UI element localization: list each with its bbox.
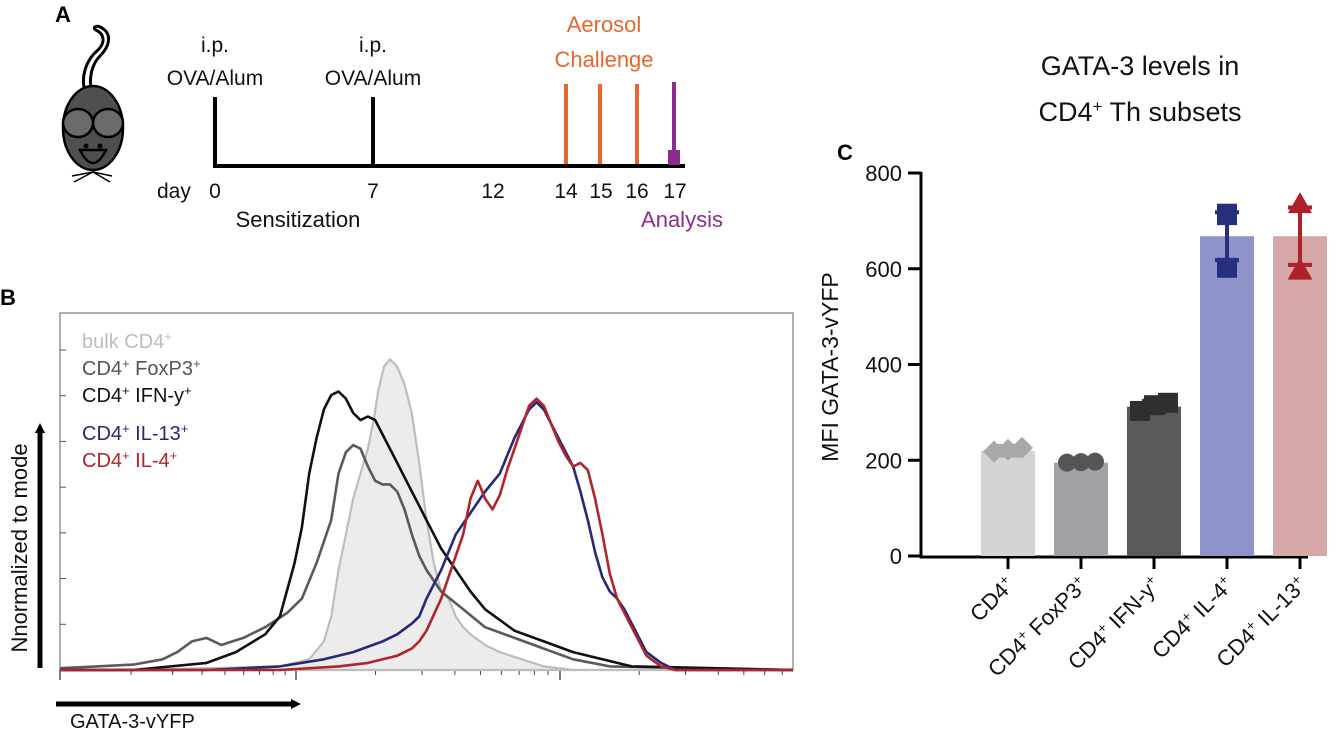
bar-2 [1054, 462, 1108, 556]
mouse-icon [61, 24, 125, 183]
panel-a: A i.p. OVA/Alum i.p. OVA/Alum Aerosol Ch… [55, 2, 723, 232]
data-point-5 [1288, 192, 1312, 214]
data-point-1 [1011, 436, 1033, 459]
day-label-0: 0 [209, 180, 221, 203]
day-label-16: 16 [625, 180, 648, 203]
day-label-7: 7 [367, 180, 379, 203]
data-point-3 [1158, 392, 1178, 413]
histogram-x-label: GATA-3-vYFP [70, 711, 195, 733]
bar-chart-y-tick-label: 0 [890, 544, 902, 569]
analysis-label: Analysis [641, 207, 723, 232]
histogram-legend: bulk CD4+ CD4+ FoxP3+ CD4+ IFN-y+ CD4+ I… [82, 329, 201, 473]
legend-bulk-cd4: bulk CD4+ [82, 329, 172, 354]
data-point-2 [1086, 452, 1104, 471]
bar-chart-y-label: MFI GATA-3-vYFP [817, 272, 843, 462]
bar-category-label-1: CD4+ [964, 571, 1019, 626]
challenge-title-line2: Challenge [554, 47, 653, 72]
bar-5 [1273, 236, 1327, 556]
panel-b-label: B [0, 285, 16, 310]
bar-chart-y-tick-label: 600 [865, 257, 902, 282]
day-label-12: 12 [481, 180, 504, 203]
data-point-1 [997, 438, 1019, 461]
panel-b: B bulk CD4+ CD4+ FoxP3+ CD4+ IFN-y+ CD4+… [0, 285, 794, 733]
day-label-14: 14 [554, 180, 578, 203]
histogram-curve-4 [60, 401, 793, 672]
histogram-curve-bulk-cd4 [60, 357, 793, 672]
analysis-marker [668, 150, 680, 165]
bar-chart-x-labels: CD4+CD4+ FoxP3+CD4+ IFN-y+CD4+ IL-4+CD4+… [964, 571, 1306, 681]
day-label-17: 17 [663, 180, 686, 203]
bar-4 [1200, 236, 1254, 556]
day-word: day [157, 180, 191, 203]
challenge-title-line1: Aerosol [567, 12, 642, 37]
bar-chart-points [983, 192, 1312, 472]
legend-cd4-il-13: CD4+ IL-13+ [82, 421, 188, 446]
bar-1 [981, 450, 1035, 556]
data-point-2 [1072, 453, 1090, 472]
histogram-curves [59, 357, 794, 672]
panel-c: C GATA-3 levels in CD4+ Th subsets MFI G… [817, 51, 1327, 682]
histogram-curve-2 [59, 443, 794, 672]
injection-2-line1: i.p. [359, 34, 387, 57]
bar-chart-y-tick-label: 400 [865, 353, 902, 378]
data-point-2 [1058, 453, 1076, 472]
legend-cd4-foxp3: CD4+ FoxP3+ [82, 356, 201, 381]
bar-chart-axes: 0 200 400 600 800 [865, 161, 1308, 569]
data-point-4 [1217, 257, 1237, 278]
data-point-5 [1288, 257, 1312, 279]
sensitization-label: Sensitization [236, 207, 361, 232]
legend-cd4-ifn-y: CD4+ IFN-y+ [82, 383, 192, 408]
bar-chart-y-tick-label: 800 [865, 161, 902, 186]
data-point-1 [983, 440, 1005, 463]
bar-chart-title-line1: GATA-3 levels in [1041, 51, 1240, 81]
histogram-y-label: Nnormalized to mode [7, 443, 32, 652]
day-label-15: 15 [589, 180, 612, 203]
panel-a-label: A [55, 2, 71, 27]
injection-2-line2: OVA/Alum [325, 67, 421, 90]
bar-chart-title-line2: CD4+ Th subsets [1038, 97, 1241, 128]
histogram-curve-5 [60, 397, 793, 672]
histogram-curve-3 [60, 390, 794, 672]
injection-1-line1: i.p. [201, 34, 229, 57]
legend-cd4-il-4: CD4+ IL-4+ [82, 448, 177, 473]
bar-3 [1127, 406, 1181, 556]
data-point-4 [1217, 205, 1237, 226]
bar-chart-y-tick-label: 200 [865, 448, 902, 473]
injection-1-line2: OVA/Alum [167, 67, 263, 90]
panel-c-label: C [837, 140, 853, 165]
bar-chart-bars [981, 236, 1327, 556]
